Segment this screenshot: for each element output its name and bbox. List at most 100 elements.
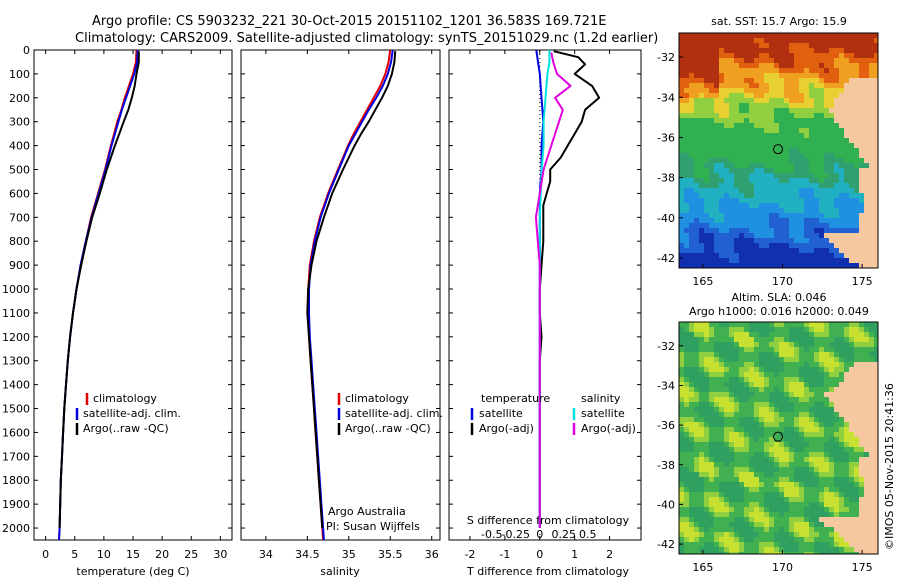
map-cell bbox=[804, 512, 809, 517]
map-cell bbox=[864, 407, 869, 412]
map-cell bbox=[874, 442, 878, 447]
map-cell bbox=[764, 552, 769, 554]
map-cell bbox=[844, 487, 849, 492]
map-cell bbox=[794, 178, 799, 183]
map-cell bbox=[714, 527, 719, 532]
map-cell bbox=[784, 48, 789, 53]
map-cell bbox=[689, 462, 694, 467]
map-cell bbox=[749, 457, 754, 462]
map-cell bbox=[689, 193, 694, 198]
map-cell bbox=[824, 38, 829, 43]
map-cell bbox=[764, 63, 769, 68]
map-cell bbox=[774, 63, 779, 68]
map-cell bbox=[799, 38, 804, 43]
map-cell bbox=[864, 88, 869, 93]
map-cell bbox=[764, 422, 769, 427]
map-cell bbox=[769, 352, 774, 357]
map-cell bbox=[684, 103, 689, 108]
y-tick-label: 200 bbox=[9, 92, 30, 105]
map-cell bbox=[734, 472, 739, 477]
map-cell bbox=[749, 173, 754, 178]
map-cell bbox=[684, 402, 689, 407]
map-cell bbox=[774, 103, 779, 108]
map-cell bbox=[774, 332, 779, 337]
map-cell bbox=[824, 372, 829, 377]
map-cell bbox=[694, 502, 699, 507]
map-cell bbox=[769, 143, 774, 148]
map-cell bbox=[724, 163, 729, 168]
map-cell bbox=[844, 98, 849, 103]
map-cell bbox=[859, 103, 864, 108]
map-cell bbox=[854, 263, 859, 268]
map-cell bbox=[794, 437, 799, 442]
map-cell bbox=[854, 93, 859, 98]
map-cell bbox=[874, 437, 878, 442]
map-cell bbox=[724, 98, 729, 103]
map-cell bbox=[804, 547, 809, 552]
map-cell bbox=[699, 188, 704, 193]
map-cell bbox=[849, 412, 854, 417]
map-cell bbox=[839, 392, 844, 397]
map-cell bbox=[719, 492, 724, 497]
map-cell bbox=[864, 537, 869, 542]
map-cell bbox=[679, 188, 684, 193]
map-cell bbox=[854, 432, 859, 437]
map-cell bbox=[784, 477, 789, 482]
map-cell bbox=[834, 158, 839, 163]
map-cell bbox=[819, 108, 824, 113]
map-cell bbox=[684, 482, 689, 487]
map-cell bbox=[759, 337, 764, 342]
map-cell bbox=[764, 248, 769, 253]
map-cell bbox=[814, 213, 819, 218]
map-cell bbox=[739, 382, 744, 387]
map-cell bbox=[849, 332, 854, 337]
map-cell bbox=[819, 522, 824, 527]
map-cell bbox=[749, 78, 754, 83]
map-cell bbox=[744, 68, 749, 73]
map-cell bbox=[864, 427, 869, 432]
map-cell bbox=[749, 447, 754, 452]
map-cell bbox=[809, 183, 814, 188]
map-cell bbox=[774, 542, 779, 547]
map-cell bbox=[764, 527, 769, 532]
map-cell bbox=[734, 223, 739, 228]
map-x-tick-label: 170 bbox=[772, 275, 793, 288]
map-cell bbox=[704, 482, 709, 487]
map-cell bbox=[784, 497, 789, 502]
map-cell bbox=[764, 193, 769, 198]
map-cell bbox=[809, 402, 814, 407]
map-cell bbox=[859, 392, 864, 397]
map-cell bbox=[809, 382, 814, 387]
map-cell bbox=[789, 482, 794, 487]
map-cell bbox=[679, 472, 684, 477]
map-cell bbox=[739, 213, 744, 218]
map-cell bbox=[839, 332, 844, 337]
map-cell bbox=[829, 193, 834, 198]
map-cell bbox=[819, 322, 824, 327]
map-cell bbox=[864, 128, 869, 133]
map-cell bbox=[844, 437, 849, 442]
map-cell bbox=[744, 332, 749, 337]
map-cell bbox=[689, 537, 694, 542]
map-cell bbox=[744, 347, 749, 352]
map-cell bbox=[699, 173, 704, 178]
map-cell bbox=[859, 352, 864, 357]
map-cell bbox=[814, 337, 819, 342]
map-cell bbox=[729, 173, 734, 178]
legend-label-argo: Argo(..raw -QC) bbox=[83, 422, 169, 435]
map-cell bbox=[764, 342, 769, 347]
map-cell bbox=[774, 527, 779, 532]
map-cell bbox=[829, 397, 834, 402]
map-cell bbox=[754, 332, 759, 337]
map-cell bbox=[779, 128, 784, 133]
map-cell bbox=[739, 392, 744, 397]
map-cell bbox=[864, 532, 869, 537]
map-cell bbox=[759, 158, 764, 163]
map-cell bbox=[724, 447, 729, 452]
map-cell bbox=[859, 118, 864, 123]
map-cell bbox=[789, 532, 794, 537]
map-cell bbox=[724, 148, 729, 153]
map-cell bbox=[874, 492, 878, 497]
map-cell bbox=[869, 173, 874, 178]
map-cell bbox=[804, 402, 809, 407]
